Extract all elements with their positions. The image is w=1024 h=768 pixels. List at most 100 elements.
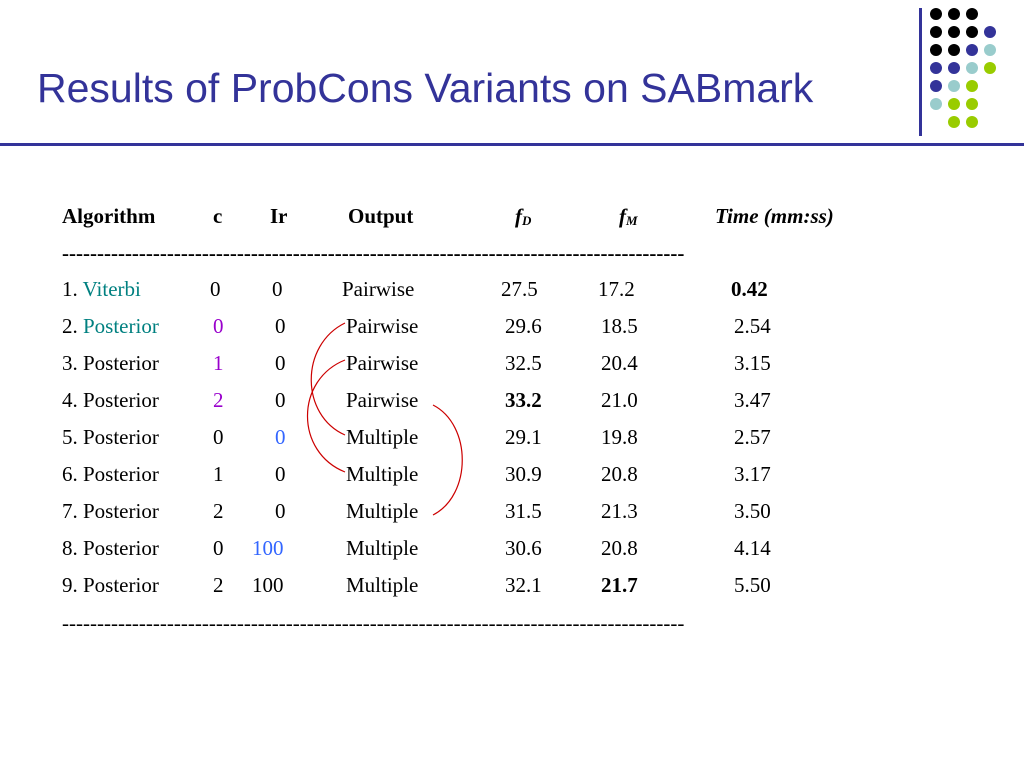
cell-output: Multiple: [346, 536, 419, 560]
cell-ir: 100: [252, 536, 284, 560]
cell-fd: 30.6: [505, 536, 542, 560]
header-c: c: [213, 204, 223, 228]
corner-dot: [948, 8, 960, 20]
cell-ir: 0: [275, 499, 286, 523]
corner-dot: [966, 80, 978, 92]
header-ir: Ir: [270, 204, 288, 228]
corner-dot: [966, 116, 978, 128]
separator-bottom: ----------------------------------------…: [62, 611, 685, 635]
cell-fm: 19.8: [601, 425, 638, 449]
cell-fm: 21.7: [601, 573, 638, 597]
cell-time: 3.17: [734, 462, 771, 486]
separator-top: ----------------------------------------…: [62, 241, 685, 265]
cell-c: 2: [213, 573, 224, 597]
cell-ir: 0: [275, 388, 286, 412]
algorithm-name: Posterior: [83, 462, 159, 486]
algorithm-name: Viterbi: [82, 277, 141, 301]
row-number: 9.: [62, 573, 78, 597]
cell-fm: 21.0: [601, 388, 638, 412]
table-row-5-algorithm: 5. Posterior: [62, 425, 159, 449]
cell-c: 0: [213, 314, 224, 338]
row-number: 5.: [62, 425, 78, 449]
corner-dot: [930, 44, 942, 56]
cell-time: 5.50: [734, 573, 771, 597]
table-row-6-algorithm: 6. Posterior: [62, 462, 159, 486]
algorithm-name: Posterior: [83, 536, 159, 560]
row-number: 6.: [62, 462, 78, 486]
cell-ir: 0: [275, 425, 286, 449]
cell-output: Multiple: [346, 425, 419, 449]
cell-fm: 17.2: [598, 277, 635, 301]
cell-ir: 0: [272, 277, 283, 301]
corner-dot: [966, 98, 978, 110]
cell-ir: 0: [275, 351, 286, 375]
cell-c: 1: [213, 351, 224, 375]
header-output: Output: [348, 204, 414, 228]
arc-rows-4-7: [432, 404, 463, 516]
cell-c: 2: [213, 388, 224, 412]
cell-fm: 20.8: [601, 462, 638, 486]
cell-c: 2: [213, 499, 224, 523]
cell-output: Multiple: [346, 462, 419, 486]
cell-ir: 0: [275, 462, 286, 486]
cell-fd: 32.1: [505, 573, 542, 597]
table-row-8-algorithm: 8. Posterior: [62, 536, 159, 560]
corner-dot: [966, 62, 978, 74]
corner-dot: [948, 26, 960, 38]
cell-time: 3.50: [734, 499, 771, 523]
cell-output: Multiple: [346, 499, 419, 523]
row-number: 2.: [62, 314, 78, 338]
header-fm: fM: [619, 204, 638, 228]
row-number: 7.: [62, 499, 78, 523]
corner-dot: [930, 8, 942, 20]
corner-dot: [948, 116, 960, 128]
header-fd: fD: [515, 204, 532, 228]
cell-fm: 20.4: [601, 351, 638, 375]
cell-fm: 20.8: [601, 536, 638, 560]
title-underline: [0, 143, 1024, 146]
slide-title: Results of ProbCons Variants on SABmark: [37, 65, 814, 111]
cell-fd: 31.5: [505, 499, 542, 523]
table-row-1-algorithm: 1. Viterbi: [62, 277, 141, 301]
algorithm-name: Posterior: [83, 351, 159, 375]
corner-dot: [966, 8, 978, 20]
cell-c: 1: [213, 462, 224, 486]
arc-rows-2-5: [310, 322, 346, 436]
corner-dot: [966, 26, 978, 38]
row-number: 8.: [62, 536, 78, 560]
table-row-2-algorithm: 2. Posterior: [62, 314, 159, 338]
cell-fd: 33.2: [505, 388, 542, 412]
cell-fm: 18.5: [601, 314, 638, 338]
corner-dot: [966, 44, 978, 56]
cell-time: 2.54: [734, 314, 771, 338]
algorithm-name: Posterior: [83, 573, 159, 597]
cell-c: 0: [213, 536, 224, 560]
cell-time: 3.15: [734, 351, 771, 375]
cell-fd: 32.5: [505, 351, 542, 375]
row-number: 1.: [62, 277, 78, 301]
cell-time: 3.47: [734, 388, 771, 412]
cell-output: Pairwise: [346, 388, 419, 412]
cell-fd: 29.1: [505, 425, 542, 449]
table-row-3-algorithm: 3. Posterior: [62, 351, 159, 375]
algorithm-name: Posterior: [83, 388, 159, 412]
corner-dot: [930, 62, 942, 74]
cell-time: 4.14: [734, 536, 771, 560]
cell-fm: 21.3: [601, 499, 638, 523]
corner-dot: [948, 62, 960, 74]
header-time: Time (mm:ss): [715, 204, 834, 228]
algorithm-name: Posterior: [83, 314, 159, 338]
corner-divider: [919, 8, 922, 136]
algorithm-name: Posterior: [83, 425, 159, 449]
cell-c: 0: [210, 277, 221, 301]
corner-dot: [948, 80, 960, 92]
cell-output: Pairwise: [346, 314, 419, 338]
cell-fd: 29.6: [505, 314, 542, 338]
table-row-9-algorithm: 9. Posterior: [62, 573, 159, 597]
row-number: 4.: [62, 388, 78, 412]
cell-fd: 30.9: [505, 462, 542, 486]
corner-dot-grid: [930, 8, 1024, 138]
corner-dot: [930, 26, 942, 38]
row-number: 3.: [62, 351, 78, 375]
algorithm-name: Posterior: [83, 499, 159, 523]
